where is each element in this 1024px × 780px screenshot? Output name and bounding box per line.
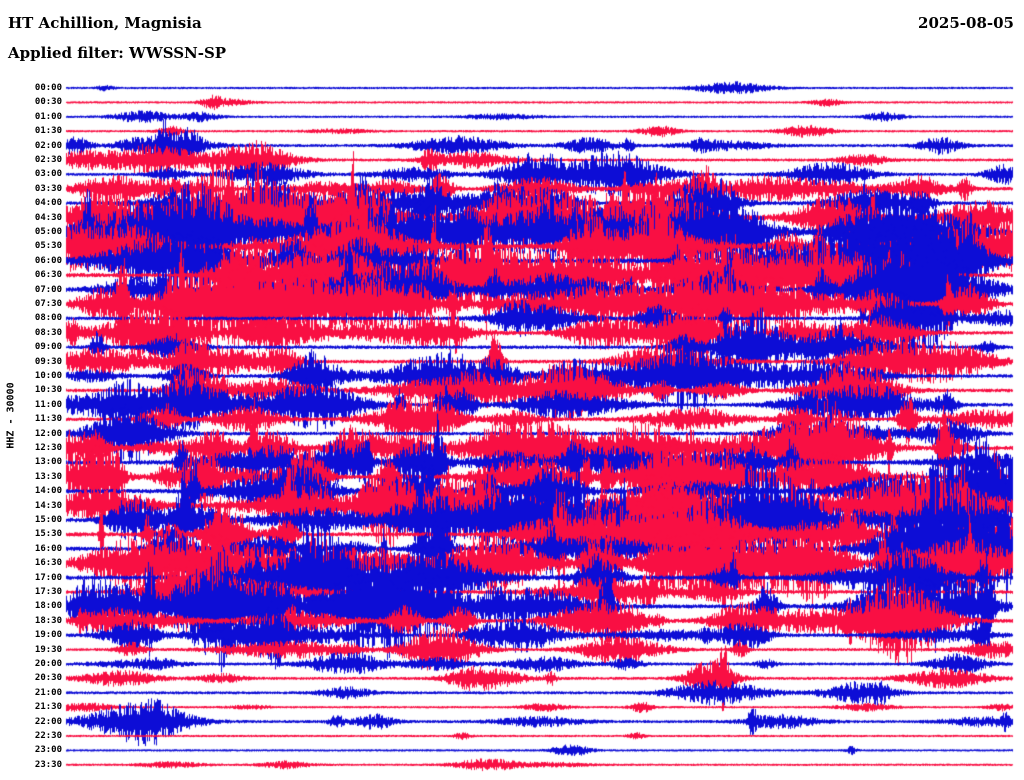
helicorder-page: HT Achillion, Magnisia 2025-08-05 Applie…: [0, 0, 1024, 780]
seismogram-canvas: [0, 0, 1024, 780]
